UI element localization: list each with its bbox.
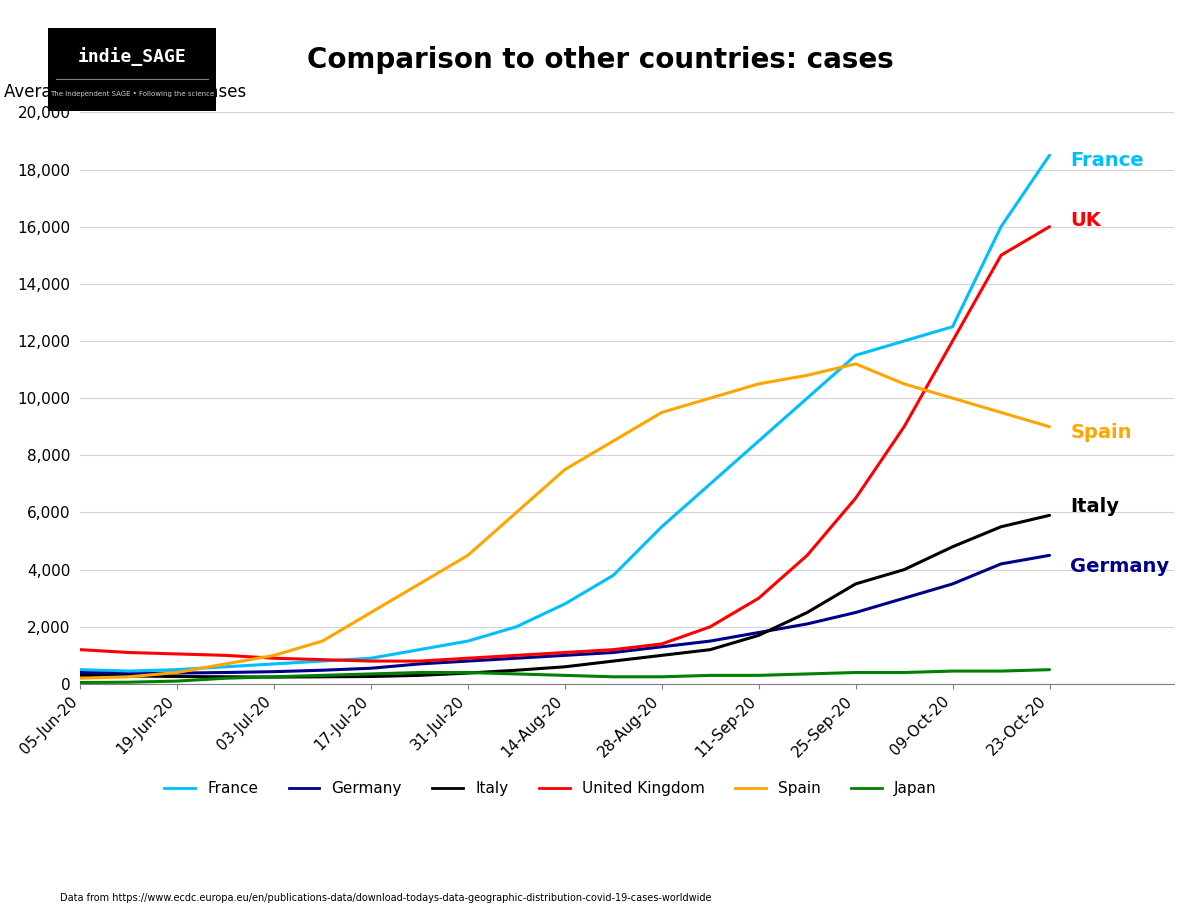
Text: Spain: Spain [1070,423,1132,442]
Text: France: France [1070,151,1144,170]
Text: Germany: Germany [1070,557,1170,577]
Text: The Independent SAGE • Following the science: The Independent SAGE • Following the sci… [50,91,214,97]
Legend: France, Germany, Italy, United Kingdom, Spain, Japan: France, Germany, Italy, United Kingdom, … [158,775,943,802]
Text: indie_SAGE: indie_SAGE [78,47,186,66]
Y-axis label: Average daily reported cases: Average daily reported cases [4,83,246,101]
Text: UK: UK [1070,212,1102,230]
Text: Data from https://www.ecdc.europa.eu/en/publications-data/download-todays-data-g: Data from https://www.ecdc.europa.eu/en/… [60,892,712,903]
Text: Comparison to other countries: cases: Comparison to other countries: cases [307,46,893,74]
Text: Italy: Italy [1070,497,1120,517]
